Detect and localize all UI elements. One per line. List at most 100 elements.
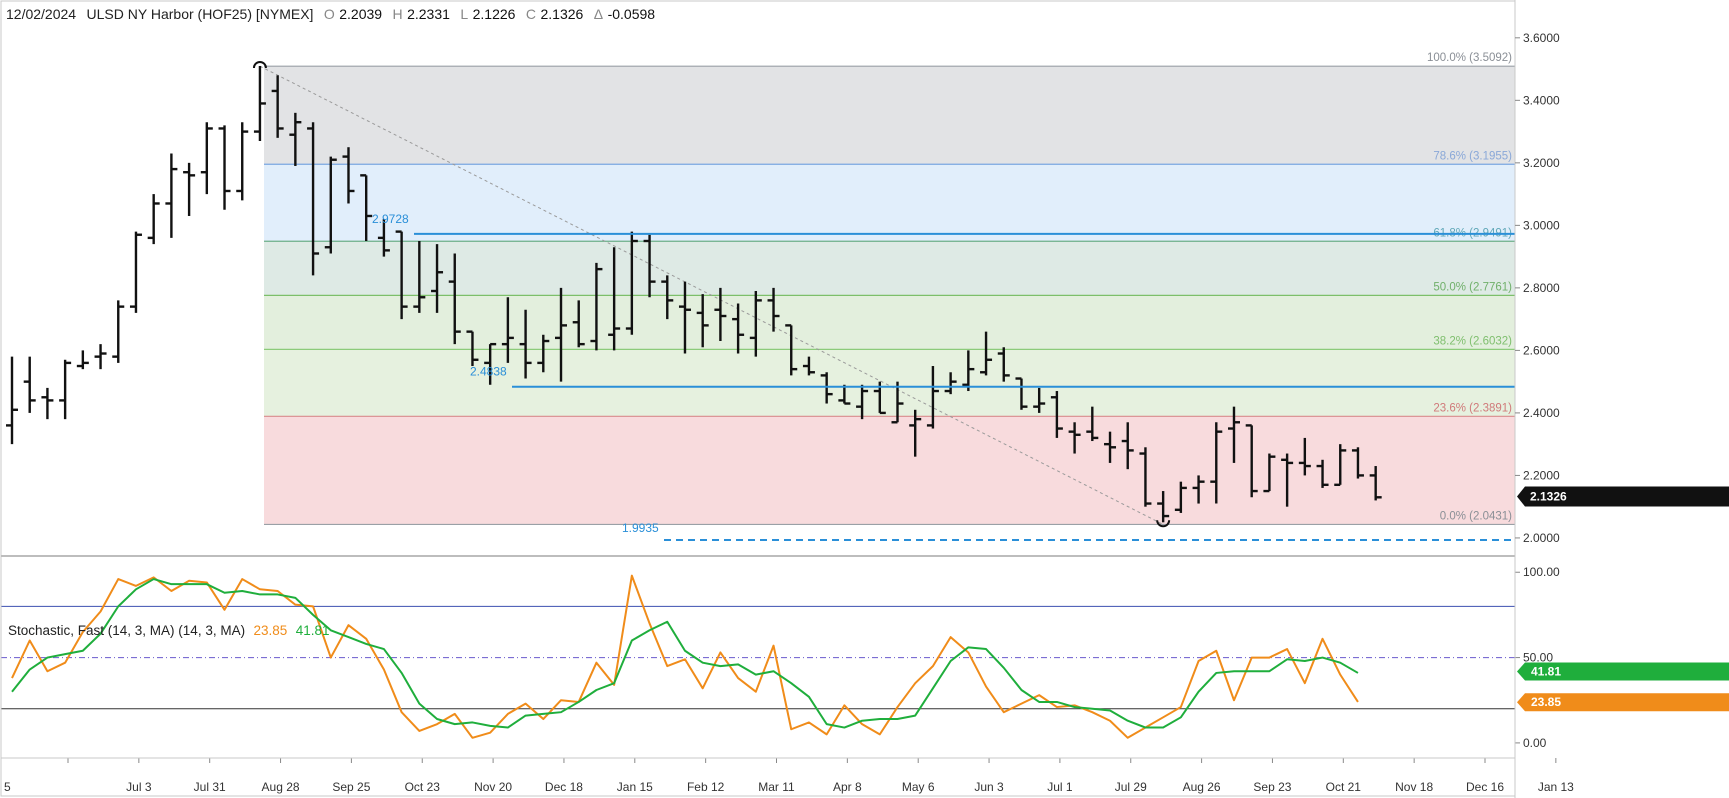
stoch-k-badge — [1517, 693, 1729, 712]
price-bar — [820, 372, 833, 404]
level-label: 2.4838 — [470, 365, 507, 379]
header-low-label: L — [460, 6, 468, 22]
stoch-y-tick-label: 0.00 — [1523, 736, 1547, 750]
x-tick-label: Jan 15 — [617, 780, 653, 794]
price-bar — [519, 309, 532, 379]
header-high: 2.2331 — [407, 6, 450, 22]
price-bar — [1334, 444, 1347, 486]
price-bar — [218, 125, 231, 210]
price-bar — [6, 356, 18, 445]
price-bar — [360, 174, 373, 241]
price-bar — [1033, 387, 1046, 413]
fib-zone — [264, 349, 1515, 417]
price-bar — [696, 294, 709, 348]
stochastic-d-value: 41.81 — [296, 623, 330, 638]
price-bar — [236, 122, 249, 201]
x-tick-label: Nov 18 — [1395, 780, 1433, 794]
fib-zone — [264, 295, 1515, 350]
price-bar — [112, 300, 125, 363]
price-bar — [1121, 422, 1134, 470]
price-bar — [342, 147, 355, 204]
price-bar — [1192, 475, 1205, 504]
price-bar — [466, 330, 479, 367]
price-bar — [856, 384, 869, 420]
y-tick-label: 2.2000 — [1523, 468, 1560, 482]
price-bar — [183, 162, 196, 216]
header-high-label: H — [393, 6, 403, 22]
price-bar — [661, 275, 674, 320]
price-bar — [643, 234, 656, 298]
x-tick-label: Oct 23 — [405, 780, 441, 794]
price-bar — [997, 347, 1010, 382]
price-bar — [1263, 453, 1276, 493]
swing-high-marker — [252, 60, 267, 69]
price-bar — [1050, 391, 1063, 438]
stochastic-title: Stochastic, Fast (14, 3, MA) (14, 3, MA) — [8, 623, 245, 638]
price-bar — [59, 359, 72, 420]
last-price-badge — [1517, 486, 1729, 507]
stoch-y-tick-label: 50.00 — [1523, 651, 1553, 665]
x-tick-label: Jun 3 — [974, 780, 1004, 794]
price-bar — [732, 303, 745, 354]
price-bar — [1281, 453, 1294, 507]
x-tick-label: Sep 25 — [332, 780, 370, 794]
x-tick-label: Dec 16 — [1466, 780, 1504, 794]
y-tick-label: 3.6000 — [1523, 31, 1560, 45]
price-bar — [1086, 406, 1099, 442]
fib-level-label: 0.0% (2.0431) — [1440, 510, 1512, 522]
header-low: 2.1226 — [473, 6, 516, 22]
header-open-label: O — [324, 6, 335, 22]
price-bar — [271, 75, 284, 138]
price-bar — [1104, 431, 1117, 463]
y-tick-label: 2.8000 — [1523, 281, 1560, 295]
level-label: 2.9728 — [372, 212, 409, 226]
y-tick-label: 3.0000 — [1523, 218, 1560, 232]
price-bar — [431, 244, 444, 313]
y-tick-label: 2.0000 — [1523, 531, 1560, 545]
price-bar — [802, 356, 815, 376]
stochastic-k-value: 23.85 — [254, 623, 288, 638]
y-tick-label: 2.4000 — [1523, 406, 1560, 420]
price-bar — [253, 65, 266, 141]
price-bar — [608, 247, 621, 351]
stoch-k-badge-label: 23.85 — [1531, 695, 1561, 709]
fib-zone — [264, 416, 1515, 525]
price-bar — [1245, 424, 1258, 498]
header-symbol: ULSD NY Harbor (HOF25) [NYMEX] — [87, 6, 314, 22]
fib-zone — [264, 241, 1515, 296]
price-bar — [200, 122, 213, 195]
fib-trend-line — [259, 65, 1164, 525]
x-tick-label: Jul 1 — [1047, 780, 1073, 794]
price-bar — [377, 219, 390, 257]
stoch-y-tick-label: 100.00 — [1523, 565, 1560, 579]
header-close-label: C — [526, 6, 536, 22]
price-bar — [785, 324, 798, 376]
header-change-label: Δ — [594, 6, 603, 22]
price-bar — [572, 300, 585, 348]
price-bar — [23, 356, 36, 413]
price-bar — [838, 384, 851, 405]
price-bar — [165, 153, 178, 238]
price-bar — [307, 122, 320, 276]
y-tick-label: 3.4000 — [1523, 93, 1560, 107]
price-bar — [590, 262, 603, 351]
levels-layer: 2.9728 2.4838 1.9935 — [372, 212, 1515, 541]
fib-zone-layer — [264, 66, 1515, 525]
x-tick-label: May 6 — [902, 780, 935, 794]
price-bar — [1139, 447, 1152, 507]
x-tick-label: 5 — [4, 780, 11, 794]
price-bar — [395, 230, 408, 320]
y-tick-label: 2.6000 — [1523, 343, 1560, 357]
price-bar — [1157, 491, 1170, 523]
price-bar — [1068, 422, 1081, 454]
stochastic-k-line — [11, 574, 1359, 739]
price-bar — [501, 297, 514, 363]
header-open: 2.2039 — [339, 6, 382, 22]
price-bar — [980, 331, 993, 376]
x-tick-label: Sep 23 — [1253, 780, 1291, 794]
header-change: -0.0598 — [608, 6, 656, 22]
fib-level-label: 100.0% (3.5092) — [1427, 52, 1512, 64]
price-bar — [1369, 466, 1382, 501]
